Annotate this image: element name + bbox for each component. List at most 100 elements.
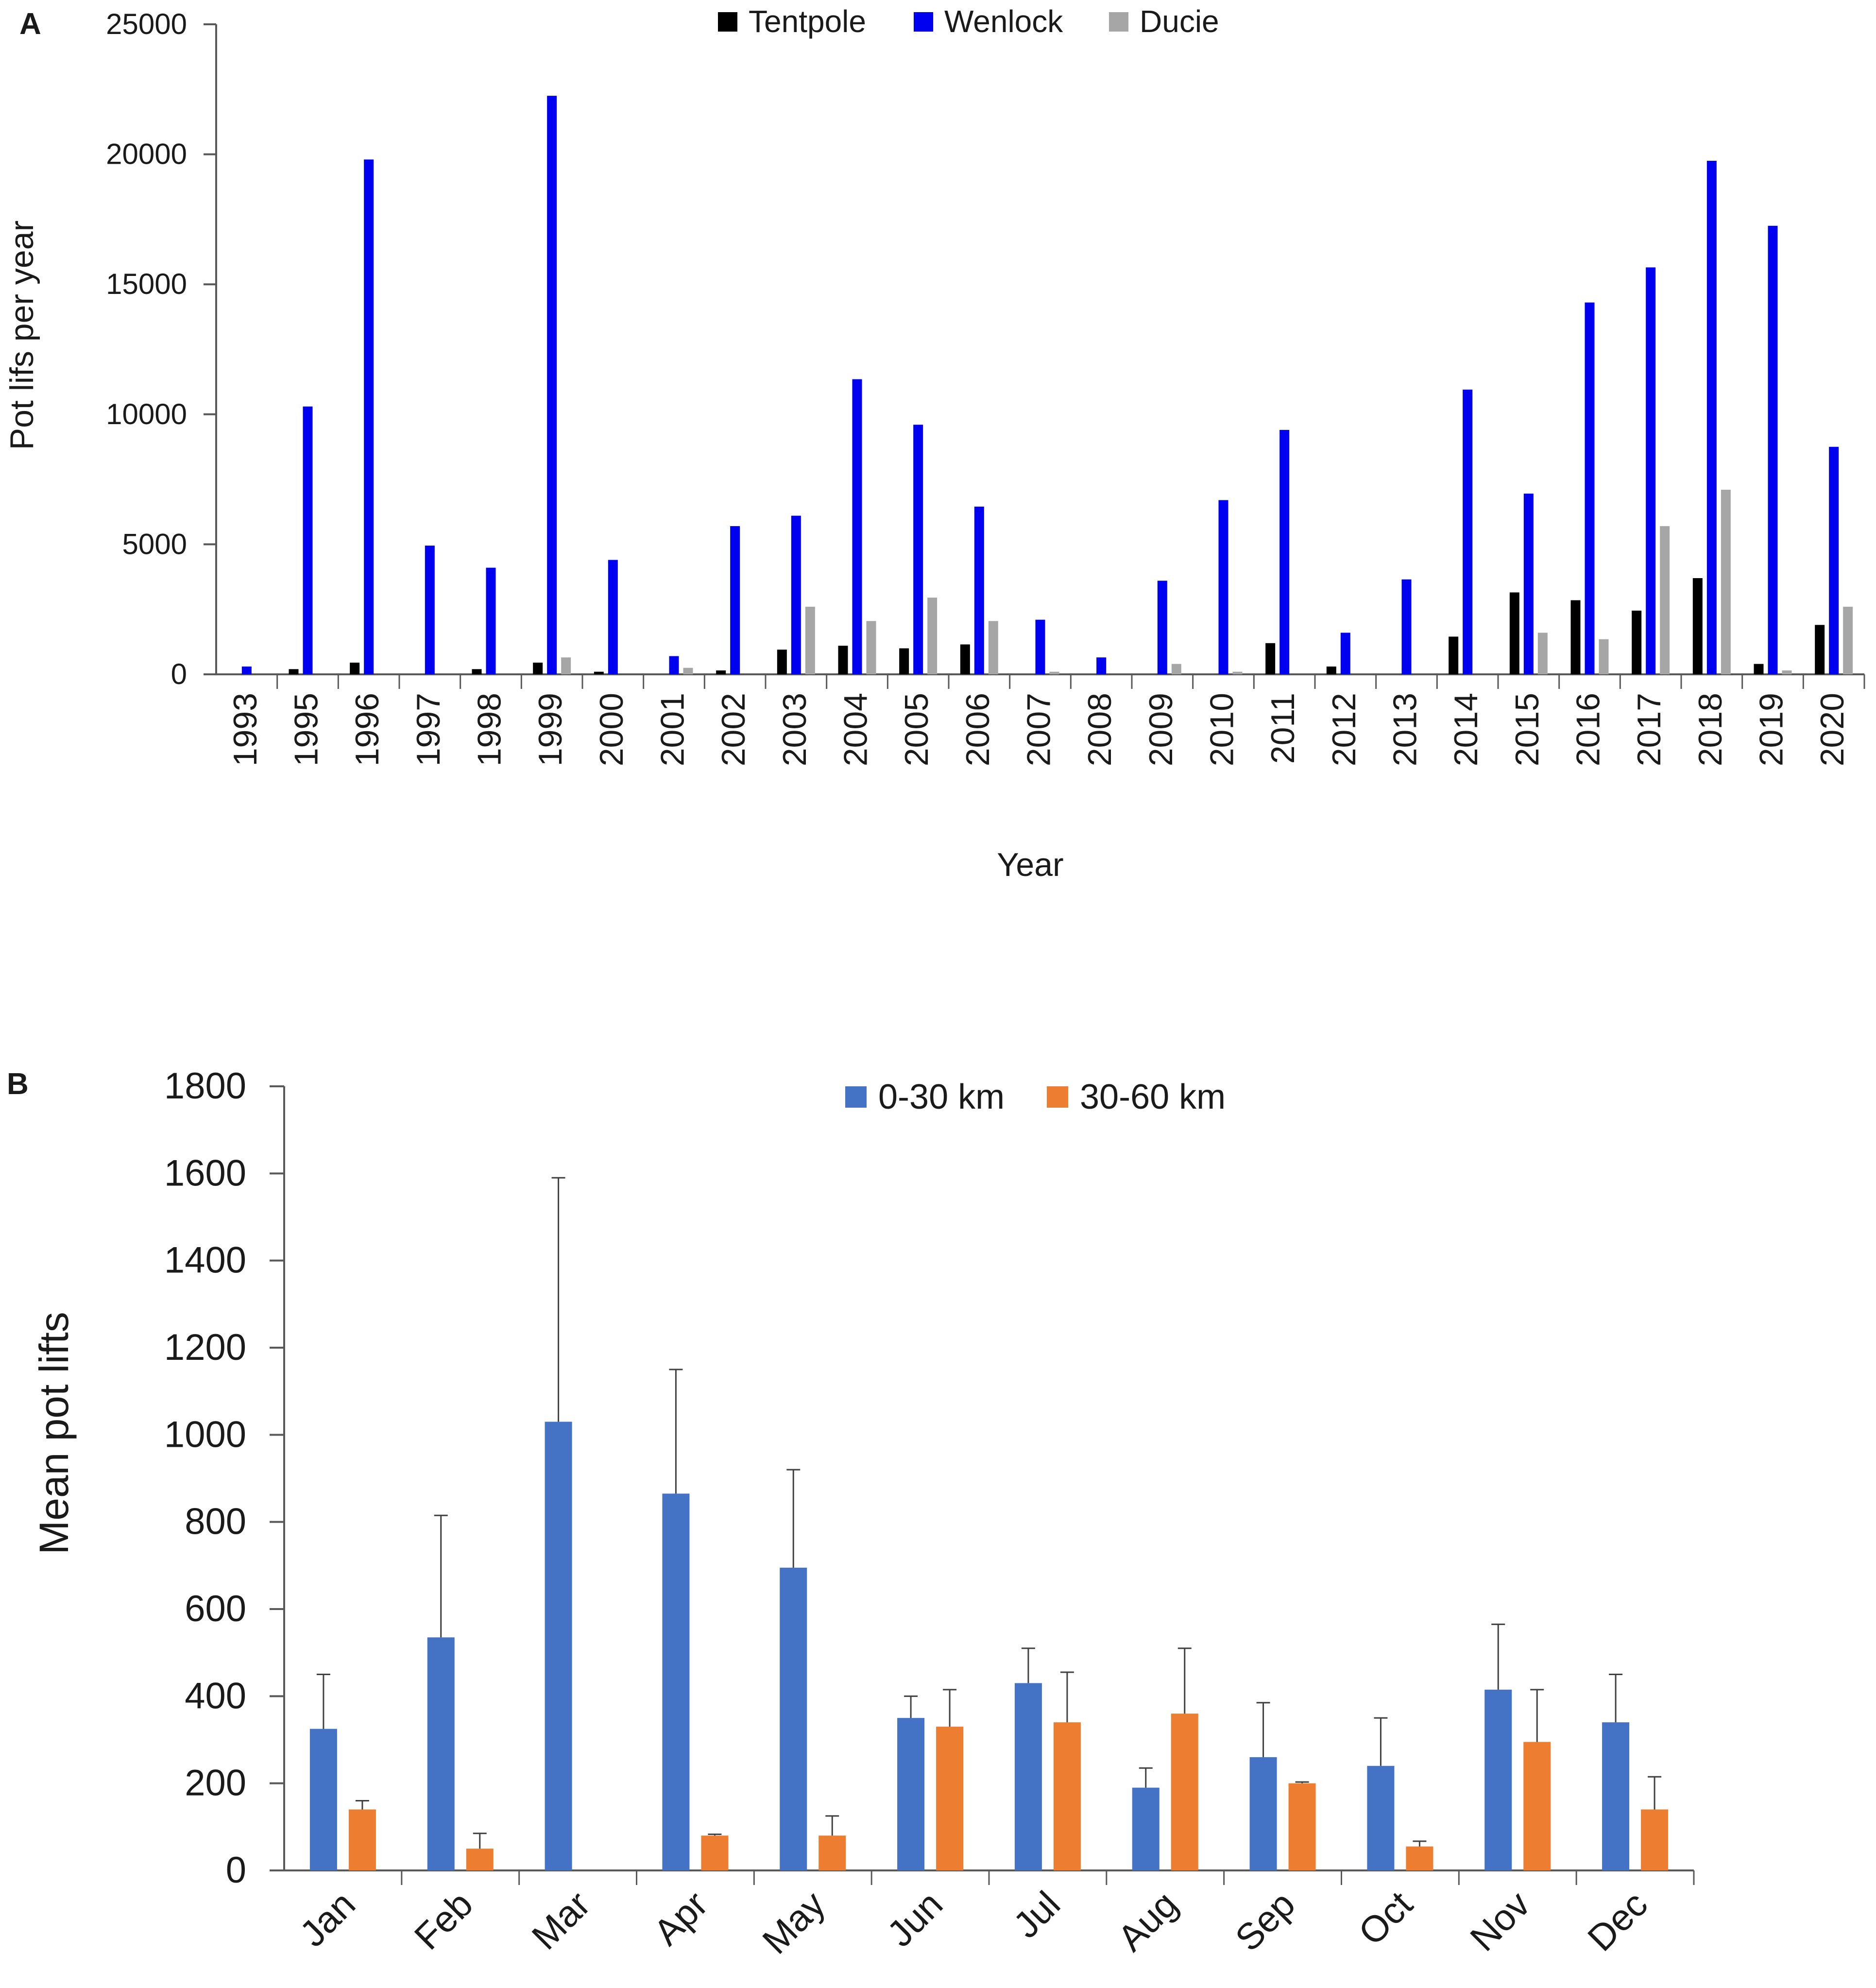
- x-tick-label: 2003: [776, 693, 813, 766]
- legend-label-far: 30-60 km: [1080, 1078, 1226, 1116]
- bar-wenlock-2008: [1096, 657, 1107, 674]
- bar-ducie-2010: [1232, 671, 1243, 674]
- bar-far-Jul: [1053, 1722, 1081, 1870]
- bar-wenlock-1995: [303, 406, 313, 674]
- x-tick-label: May: [755, 1884, 834, 1962]
- x-tick-label: 2002: [715, 693, 752, 766]
- bar-near-Jan: [309, 1729, 337, 1870]
- bar-tentpole-1999: [533, 662, 543, 674]
- x-tick-label: Mar: [524, 1884, 598, 1958]
- bar-wenlock-2002: [730, 526, 740, 674]
- legend-swatch-tentpole: [718, 12, 737, 32]
- x-tick-label: 2011: [1264, 693, 1301, 764]
- y-tick-label: 800: [185, 1501, 246, 1542]
- bar-tentpole-2011: [1265, 643, 1276, 674]
- x-tick-label: 2008: [1081, 693, 1118, 766]
- bar-wenlock-1999: [547, 96, 557, 675]
- bar-wenlock-2005: [913, 425, 923, 674]
- bar-far-Jun: [936, 1727, 964, 1870]
- bar-tentpole-1998: [472, 669, 482, 674]
- bar-near-Aug: [1132, 1787, 1160, 1870]
- panel-a-chart: A 0 5000 10000 15000 20000 25000 1993 1995 1996 19…: [3, 4, 1865, 883]
- x-tick-label: 1996: [349, 693, 386, 766]
- bar-ducie-2004: [866, 621, 876, 674]
- bar-wenlock-2014: [1463, 389, 1473, 674]
- bar-wenlock-1996: [364, 159, 374, 675]
- x-tick-label: 2012: [1326, 693, 1363, 766]
- bar-wenlock-2011: [1279, 429, 1290, 674]
- y-axis-title: Mean pot lifts: [31, 1312, 77, 1555]
- y-tick-label: 5000: [122, 528, 187, 560]
- bar-wenlock-2015: [1523, 494, 1534, 674]
- x-tick-label: Jul: [1006, 1884, 1068, 1946]
- x-tick-label: 1995: [288, 693, 325, 766]
- bar-wenlock-1997: [425, 546, 435, 674]
- legend-swatch-far: [1047, 1086, 1068, 1108]
- bar-tentpole-2006: [960, 644, 970, 674]
- bar-wenlock-2018: [1706, 160, 1717, 675]
- bar-tentpole-2014: [1449, 636, 1459, 674]
- panel-label-b: B: [7, 1067, 29, 1101]
- bar-wenlock-2004: [852, 379, 862, 674]
- bar-ducie-2005: [927, 598, 938, 674]
- bar-ducie-2019: [1782, 670, 1792, 674]
- x-tick-label: Jan: [292, 1884, 363, 1955]
- x-tick-label: 2005: [898, 693, 935, 766]
- x-tick-label: 2013: [1387, 693, 1424, 766]
- bar-tentpole-2018: [1692, 578, 1703, 674]
- bar-ducie-2016: [1599, 639, 1609, 674]
- x-axis-title: Year: [997, 846, 1063, 883]
- legend-label-near: 0-30 km: [878, 1078, 1005, 1116]
- legend-label-ducie: Ducie: [1140, 4, 1219, 39]
- bar-far-Jan: [348, 1809, 376, 1870]
- bar-wenlock-2020: [1829, 446, 1839, 674]
- bar-near-Jul: [1014, 1683, 1042, 1870]
- bar-near-Jun: [897, 1718, 925, 1870]
- bar-tentpole-2005: [899, 648, 909, 674]
- x-tick-label: 2018: [1692, 693, 1729, 766]
- x-tick-label: Dec: [1580, 1884, 1655, 1959]
- legend-swatch-wenlock: [914, 12, 933, 32]
- y-tick-label: 400: [185, 1675, 246, 1716]
- bar-tentpole-2019: [1754, 664, 1764, 674]
- bar-tentpole-2015: [1509, 592, 1519, 674]
- x-tick-label: 1998: [471, 693, 508, 766]
- y-tick-label: 20000: [106, 138, 187, 171]
- panel-b-chart: B 0 200 400 600 800 1000 1200 1400 1600 1800 Jan Feb…: [7, 1065, 1695, 1962]
- bar-wenlock-2003: [791, 515, 801, 674]
- y-tick-label: 10000: [106, 398, 187, 430]
- legend-label-wenlock: Wenlock: [944, 4, 1063, 39]
- bar-ducie-2018: [1721, 490, 1731, 674]
- bar-ducie-2003: [805, 606, 815, 674]
- bar-tentpole-2004: [838, 646, 848, 674]
- bar-tentpole-2017: [1632, 610, 1642, 674]
- y-tick-label: 1800: [164, 1065, 246, 1107]
- bar-far-Oct: [1406, 1846, 1433, 1870]
- y-tick-label: 1400: [164, 1240, 246, 1281]
- bar-ducie-2020: [1843, 606, 1853, 674]
- bar-tentpole-2000: [594, 671, 604, 674]
- y-tick-label: 0: [171, 658, 187, 690]
- x-tick-label: 2017: [1631, 693, 1668, 766]
- x-tick-label: 2007: [1021, 693, 1057, 766]
- x-tick-label: 2020: [1814, 693, 1851, 766]
- bar-far-Aug: [1171, 1714, 1198, 1870]
- x-tick-label: 2016: [1570, 693, 1607, 766]
- x-tick-label: 2009: [1143, 693, 1179, 766]
- x-tick-label: 2004: [837, 693, 874, 766]
- x-tick-label: 2000: [593, 693, 630, 766]
- bar-tentpole-1996: [350, 662, 360, 674]
- bar-ducie-2001: [683, 668, 693, 674]
- bar-ducie-1999: [561, 657, 571, 674]
- bar-near-Apr: [662, 1493, 690, 1870]
- legend-label-tentpole: Tentpole: [749, 4, 866, 39]
- x-tick-label: Jun: [879, 1884, 951, 1955]
- bar-wenlock-1993: [241, 666, 252, 674]
- y-tick-label: 600: [185, 1588, 246, 1629]
- bar-wenlock-2000: [608, 560, 618, 674]
- x-tick-label: Feb: [407, 1884, 481, 1958]
- x-tick-label: Apr: [646, 1884, 716, 1954]
- y-tick-label: 1600: [164, 1152, 246, 1194]
- x-tick-label: Sep: [1228, 1884, 1303, 1959]
